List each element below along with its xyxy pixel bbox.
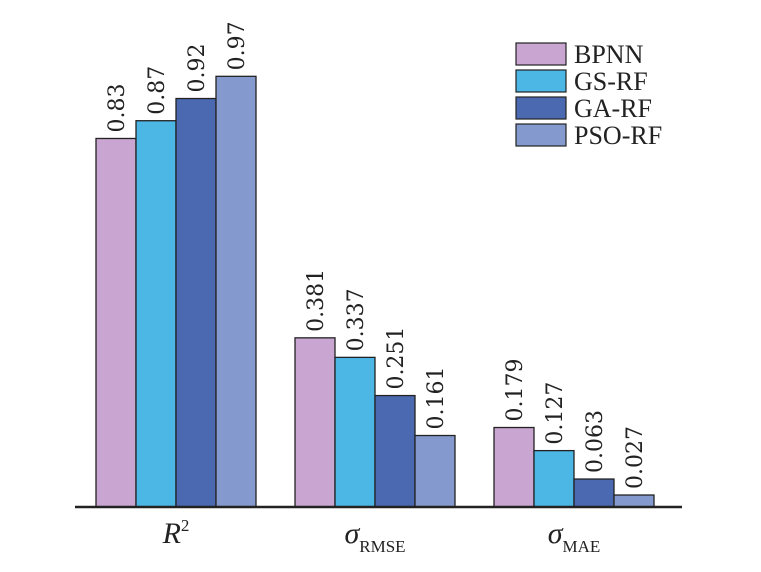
bar-gs-rf-2 bbox=[334, 356, 376, 508]
category-label-2: σRMSE bbox=[344, 517, 405, 556]
value-label-pso-rf-1: 0.97 bbox=[225, 21, 250, 70]
value-label-ga-rf-2: 0.251 bbox=[384, 327, 409, 390]
category-label-1: R2 bbox=[162, 516, 190, 550]
legend-swatch-ga-rf bbox=[515, 96, 567, 120]
value-label-bpnn-3: 0.179 bbox=[503, 359, 528, 422]
bar-ga-rf-1 bbox=[175, 97, 217, 508]
bar-pso-rf-2 bbox=[414, 434, 456, 508]
value-label-bpnn-2: 0.381 bbox=[304, 269, 329, 332]
value-label-gs-rf-1: 0.87 bbox=[145, 66, 170, 115]
legend-label-gs-rf: GS-RF bbox=[574, 67, 648, 96]
bars-group bbox=[95, 75, 655, 508]
category-labels-group: R2 σRMSE σMAE bbox=[162, 516, 601, 556]
bar-pso-rf-3 bbox=[613, 494, 655, 508]
value-label-pso-rf-2: 0.161 bbox=[424, 367, 449, 430]
value-label-ga-rf-3: 0.063 bbox=[583, 410, 608, 473]
legend-label-bpnn: BPNN bbox=[574, 40, 644, 69]
value-label-pso-rf-3: 0.027 bbox=[623, 426, 648, 489]
legend-swatch-pso-rf bbox=[515, 123, 567, 147]
legend-label-ga-rf: GA-RF bbox=[574, 94, 652, 123]
bar-bpnn-1 bbox=[95, 137, 137, 508]
bar-ga-rf-2 bbox=[374, 394, 416, 508]
bar-ga-rf-3 bbox=[573, 478, 615, 508]
category-label-3: σMAE bbox=[548, 517, 601, 556]
value-label-gs-rf-2: 0.337 bbox=[344, 288, 369, 351]
bar-gs-rf-3 bbox=[533, 449, 575, 508]
value-label-bpnn-1: 0.83 bbox=[105, 83, 130, 132]
legend-label-pso-rf: PSO-RF bbox=[574, 121, 662, 150]
legend-swatch-gs-rf bbox=[515, 69, 567, 93]
value-labels-group: 0.83 0.87 0.92 0.97 0.381 0.337 0.251 0.161 0.17… bbox=[105, 21, 648, 489]
bar-bpnn-3 bbox=[493, 426, 535, 508]
value-label-ga-rf-1: 0.92 bbox=[185, 44, 210, 93]
bar-pso-rf-1 bbox=[215, 75, 257, 508]
value-label-gs-rf-3: 0.127 bbox=[543, 382, 568, 445]
bar-bpnn-2 bbox=[294, 337, 336, 508]
legend-swatch-bpnn bbox=[515, 42, 567, 66]
bar-gs-rf-1 bbox=[135, 120, 177, 508]
